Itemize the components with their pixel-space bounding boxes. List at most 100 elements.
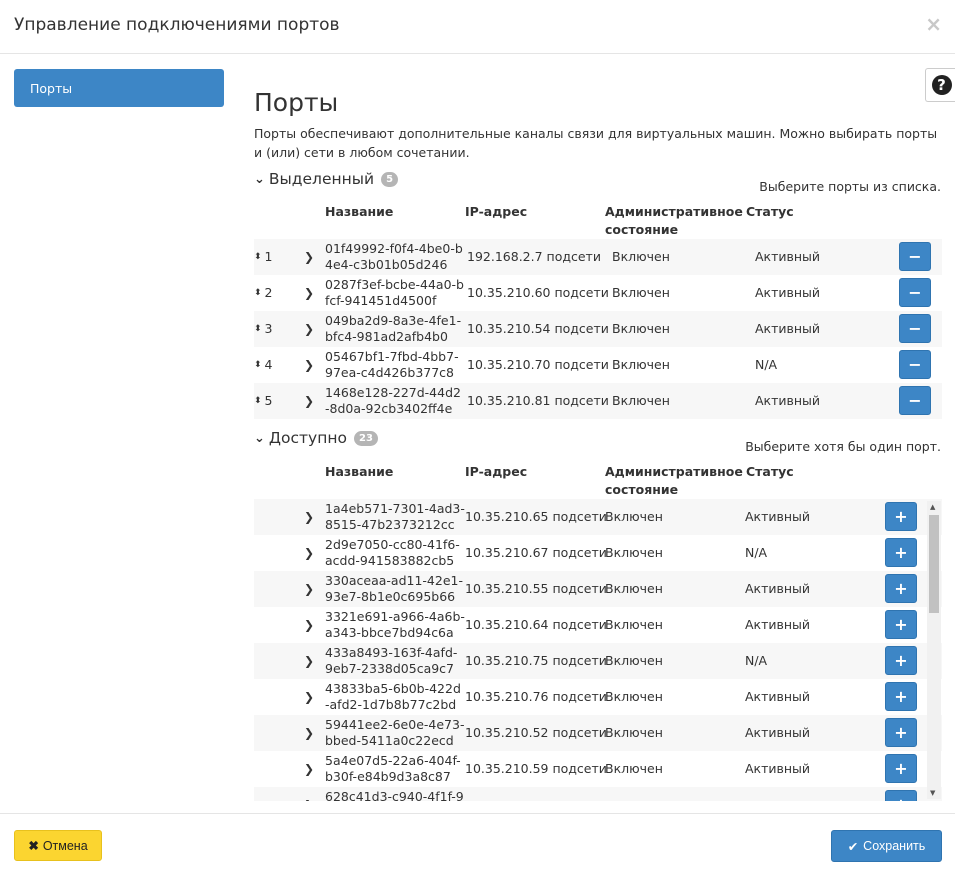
- port-ip: 10.35.210.55 подсети: [465, 581, 607, 596]
- table-row: ⬍ 4 ❯ 05467bf1-7fbd-4bb7-97ea-c4d426b377c8 1…: [254, 347, 942, 383]
- port-ip: 10.35.210.70 подсети: [467, 357, 609, 372]
- expand-row-chevron-icon[interactable]: ❯: [304, 322, 315, 336]
- expand-row-chevron-icon[interactable]: ❯: [304, 582, 315, 596]
- table-row: ⬍ 5 ❯ 1468e128-227d-44d2-8d0a-92cb3402ff4e 1…: [254, 383, 942, 419]
- scrollbar[interactable]: ▲ ▼: [927, 501, 941, 799]
- drag-sort-handle[interactable]: ⬍ 1: [254, 249, 273, 264]
- add-port-button[interactable]: +: [885, 538, 917, 567]
- expand-row-chevron-icon[interactable]: ❯: [304, 358, 315, 372]
- port-name: 433a8493-163f-4afd-9eb7-2338d05ca9c7: [325, 645, 458, 676]
- expand-row-chevron-icon[interactable]: ❯: [304, 654, 315, 668]
- plus-icon: +: [894, 687, 908, 706]
- drag-sort-handle[interactable]: ⬍ 5: [254, 393, 273, 408]
- port-admin-state: Включен: [605, 761, 663, 776]
- port-status: Активный: [755, 249, 821, 264]
- expand-row-chevron-icon[interactable]: ❯: [304, 286, 315, 300]
- table-row: ❯ 1a4eb571-7301-4ad3-8515-47b2373212cc 10.…: [254, 499, 942, 535]
- port-admin-state: Включен: [605, 509, 663, 524]
- add-port-button[interactable]: +: [885, 574, 917, 603]
- help-button[interactable]: ?: [925, 68, 955, 102]
- table-row: ❯ 5a4e07d5-22a6-404f-b30f-e84b9d3a8c87 10.…: [254, 751, 942, 787]
- port-ip: 10.35.210.76 подсети: [465, 689, 607, 704]
- minus-icon: −: [908, 319, 922, 338]
- column-header-status: Статус: [746, 204, 794, 219]
- port-name: 1468e128-227d-44d2-8d0a-92cb3402ff4e: [325, 385, 461, 416]
- allocated-section-toggle[interactable]: ⌄ Выделенный 5: [254, 170, 399, 188]
- remove-port-button[interactable]: −: [899, 314, 931, 343]
- sort-icon: ⬍: [254, 324, 262, 334]
- table-row: ❯ 43833ba5-6b0b-422d-afd2-1d7b8b77c2bd 10.…: [254, 679, 942, 715]
- remove-port-button[interactable]: −: [899, 278, 931, 307]
- port-status: N/A: [745, 545, 768, 560]
- plus-icon: +: [894, 507, 908, 526]
- remove-port-button[interactable]: −: [899, 242, 931, 271]
- port-admin-state: Включен: [612, 249, 670, 264]
- plus-icon: +: [894, 615, 908, 634]
- column-header-name: Название: [325, 204, 394, 219]
- minus-icon: −: [908, 355, 922, 374]
- port-admin-state: Включен: [612, 357, 670, 372]
- table-row: ❯ 628c41d3-c940-4f1f-93 +: [254, 787, 942, 801]
- drag-sort-handle[interactable]: ⬍ 3: [254, 321, 273, 336]
- port-name: 049ba2d9-8a3e-4fe1-bfc4-981ad2afb4b0: [325, 313, 462, 344]
- column-header-name: Название: [325, 464, 394, 479]
- port-admin-state: Включен: [612, 393, 670, 408]
- expand-row-chevron-icon[interactable]: ❯: [304, 250, 315, 264]
- add-port-button[interactable]: +: [885, 502, 917, 531]
- port-name: 0287f3ef-bcbe-44a0-bfcf-941451d4500f: [325, 277, 464, 308]
- port-ip: 10.35.210.54 подсети: [467, 321, 609, 336]
- check-icon: ✔: [847, 839, 859, 854]
- port-status: Активный: [745, 581, 811, 596]
- drag-sort-handle[interactable]: ⬍ 4: [254, 357, 273, 372]
- drag-sort-handle[interactable]: ⬍ 2: [254, 285, 273, 300]
- table-row: ❯ 3321e691-a966-4a6b-a343-bbce7bd94c6a 10.…: [254, 607, 942, 643]
- remove-port-button[interactable]: −: [899, 350, 931, 379]
- add-port-button[interactable]: +: [885, 718, 917, 747]
- expand-row-chevron-icon[interactable]: ❯: [304, 762, 315, 776]
- port-name: 5a4e07d5-22a6-404f-b30f-e84b9d3a8c87: [325, 753, 461, 784]
- add-port-button[interactable]: +: [885, 754, 917, 783]
- remove-port-button[interactable]: −: [899, 386, 931, 415]
- sort-icon: ⬍: [254, 288, 262, 298]
- expand-row-chevron-icon[interactable]: ❯: [304, 726, 315, 740]
- expand-row-chevron-icon[interactable]: ❯: [304, 618, 315, 632]
- add-port-button[interactable]: +: [885, 646, 917, 675]
- column-header-status: Статус: [746, 464, 794, 479]
- port-status: N/A: [745, 653, 768, 668]
- port-admin-state: Включен: [605, 581, 663, 596]
- port-admin-state: Включен: [605, 725, 663, 740]
- add-port-button[interactable]: +: [885, 610, 917, 639]
- sort-icon: ⬍: [254, 396, 262, 406]
- cancel-button[interactable]: ✖ Отмена: [14, 830, 102, 861]
- plus-icon: +: [894, 795, 907, 801]
- table-row: ⬍ 2 ❯ 0287f3ef-bcbe-44a0-bfcf-941451d4500f 1…: [254, 275, 942, 311]
- expand-row-chevron-icon[interactable]: ❯: [304, 394, 315, 408]
- port-admin-state: Включен: [612, 285, 670, 300]
- available-section-toggle[interactable]: ⌄ Доступно 23: [254, 429, 378, 447]
- available-label: Доступно: [268, 429, 347, 447]
- column-header-admin-state: Административное состояние: [605, 464, 743, 497]
- port-status: Активный: [745, 617, 811, 632]
- expand-row-chevron-icon[interactable]: ❯: [304, 787, 314, 801]
- expand-row-chevron-icon[interactable]: ❯: [304, 546, 315, 560]
- expand-row-chevron-icon[interactable]: ❯: [304, 510, 315, 524]
- add-port-button[interactable]: +: [885, 790, 917, 801]
- column-header-ip: IP-адрес: [465, 464, 528, 479]
- allocated-hint: Выберите порты из списка.: [759, 179, 941, 194]
- page-description: Порты обеспечивают дополнительные каналы…: [254, 126, 938, 160]
- close-icon[interactable]: ×: [925, 12, 942, 36]
- port-name: 1a4eb571-7301-4ad3-8515-47b2373212cc: [325, 501, 465, 532]
- port-name: 59441ee2-6e0e-4e73-bbed-5411a0c22ecd: [325, 717, 465, 748]
- expand-row-chevron-icon[interactable]: ❯: [304, 690, 315, 704]
- save-button[interactable]: ✔ Сохранить: [831, 830, 942, 862]
- plus-icon: +: [894, 543, 908, 562]
- table-row: ❯ 2d9e7050-cc80-41f6-acdd-941583882cb5 10.…: [254, 535, 942, 571]
- available-hint: Выберите хотя бы один порт.: [745, 439, 941, 454]
- port-ip: 10.35.210.65 подсети: [465, 509, 607, 524]
- port-status: Активный: [745, 761, 811, 776]
- dialog-title: Управление подключениями портов: [14, 15, 340, 35]
- table-row: ⬍ 3 ❯ 049ba2d9-8a3e-4fe1-bfc4-981ad2afb4b0 1…: [254, 311, 942, 347]
- add-port-button[interactable]: +: [885, 682, 917, 711]
- sort-icon: ⬍: [254, 252, 262, 262]
- sidebar-item-ports[interactable]: Порты: [14, 69, 224, 107]
